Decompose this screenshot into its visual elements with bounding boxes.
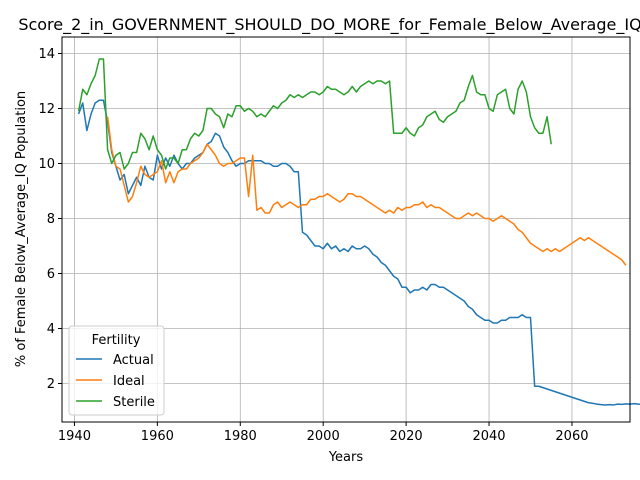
x-tick-label: 2000 <box>307 429 340 444</box>
series-line-actual <box>77 99 640 406</box>
y-tick-label: 12 <box>38 102 55 117</box>
x-tick-label: 2040 <box>472 429 505 444</box>
x-tick-label: 2060 <box>555 429 588 444</box>
y-tick-label: 6 <box>47 267 55 282</box>
legend: Fertility Actual Ideal Sterile <box>68 325 165 416</box>
x-tick-label: 1980 <box>224 429 257 444</box>
plot-frame <box>61 36 631 423</box>
chart-title: Score_2_in_GOVERNMENT_SHOULD_DO_MORE_for… <box>18 15 640 35</box>
y-tick-label: 2 <box>47 377 55 392</box>
legend-title: Fertility <box>92 333 141 348</box>
legend-label-actual: Actual <box>113 353 154 368</box>
x-tick-label: 1960 <box>141 429 174 444</box>
y-tick-label: 8 <box>47 212 55 227</box>
y-axis-label: % of Female Below_Average_IQ Population <box>14 91 29 367</box>
legend-label-sterile: Sterile <box>113 395 155 410</box>
x-axis-ticks: 1940 1960 1980 2000 2020 2040 2060 <box>58 422 589 444</box>
legend-label-ideal: Ideal <box>113 374 145 389</box>
x-axis-label: Years <box>328 450 364 465</box>
legend-box <box>68 325 165 416</box>
series-lines <box>77 58 640 406</box>
legend-items: Actual Ideal Sterile <box>76 353 155 410</box>
x-tick-label: 1940 <box>58 429 91 444</box>
series-line-ideal <box>106 116 627 266</box>
y-tick-label: 14 <box>38 47 55 62</box>
y-tick-label: 10 <box>38 157 55 172</box>
y-tick-label: 4 <box>47 322 55 337</box>
series-line-sterile <box>77 58 552 170</box>
y-axis-ticks: 2 4 6 8 10 12 14 <box>38 47 62 392</box>
x-tick-label: 2020 <box>390 429 423 444</box>
